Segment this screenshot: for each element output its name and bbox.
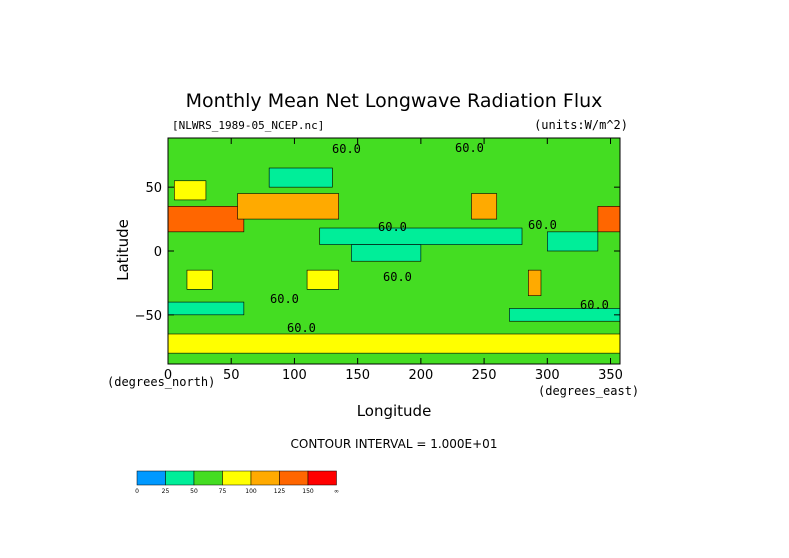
contour-plot-area [167, 137, 621, 365]
contour-label: 60.0 [383, 270, 412, 284]
contour-labels: 60.0 60.0 60.0 60.0 60.0 60.0 60.0 60.0 [270, 141, 609, 335]
contour-region [268, 167, 333, 188]
contour-region [351, 244, 422, 262]
y-axis-label: Latitude [114, 219, 132, 281]
colorbar-level-label: 50 [190, 488, 198, 495]
colorbar-swatch [165, 470, 195, 486]
x-tick-label: 350 [598, 368, 623, 383]
x-axis-ticks: 0 50 100 150 200 250 300 350 [164, 138, 623, 383]
contour-region [597, 206, 621, 233]
colorbar-swatch [136, 470, 166, 486]
colorbar-level-label: ∞ [334, 488, 339, 495]
contour-label: 60.0 [378, 220, 407, 234]
contour-label: 60.0 [455, 141, 484, 155]
x-axis-label: Longitude [357, 402, 432, 420]
colorbar-level-label: 150 [302, 488, 314, 495]
colorbar-level-label: 0 [135, 488, 139, 495]
contour-label: 60.0 [332, 142, 361, 156]
x-tick-label: 250 [472, 368, 497, 383]
colorbar-swatch [193, 470, 223, 486]
y-axis-unit-label: (degrees_north) [107, 375, 215, 389]
contour-region [471, 193, 498, 220]
contour-region [237, 193, 339, 220]
y-axis-ticks: 50 0 −50 [135, 181, 620, 324]
colorbar-swatch [222, 470, 252, 486]
file-label: [NLWRS_1989-05_NCEP.nc] [172, 119, 324, 132]
chart-title: Monthly Mean Net Longwave Radiation Flux [186, 90, 603, 112]
colorbar-level-label: 25 [162, 488, 170, 495]
x-tick-label: 100 [282, 368, 307, 383]
x-tick-label: 150 [345, 368, 370, 383]
contour-interval-text: CONTOUR INTERVAL = 1.000E+01 [291, 437, 498, 451]
x-tick-label: 50 [223, 368, 240, 383]
contour-label: 60.0 [580, 298, 609, 312]
contour-label: 60.0 [287, 321, 316, 335]
contour-label: 60.0 [270, 292, 299, 306]
units-label: (units:W/m^2) [534, 118, 628, 132]
colorbar-swatch [307, 470, 337, 486]
contour-region [174, 180, 207, 201]
x-tick-label: 200 [408, 368, 433, 383]
contour-region [319, 227, 523, 245]
contour-label: 60.0 [528, 218, 557, 232]
contour-region [306, 269, 339, 290]
y-tick-label: 50 [145, 181, 162, 196]
colorbar-level-label: 75 [219, 488, 227, 495]
colorbar-swatch [250, 470, 280, 486]
y-tick-label: −50 [135, 309, 162, 324]
contour-region [167, 333, 621, 354]
colorbar-swatch [279, 470, 309, 486]
contour-region [528, 269, 542, 296]
y-tick-label: 0 [154, 245, 162, 260]
contour-region [186, 269, 213, 290]
x-axis-unit-label: (degrees_east) [538, 384, 639, 398]
colorbar-level-label: 125 [274, 488, 286, 495]
contour-region [167, 206, 245, 233]
x-tick-label: 300 [535, 368, 560, 383]
x-tick-label: 0 [164, 368, 172, 383]
contour-region [547, 231, 599, 252]
colorbar-level-label: 100 [245, 488, 257, 495]
contour-region [167, 301, 245, 316]
colorbar: 0 25 50 75 100 125 150 ∞ [135, 470, 339, 495]
contour-regions [167, 137, 621, 365]
